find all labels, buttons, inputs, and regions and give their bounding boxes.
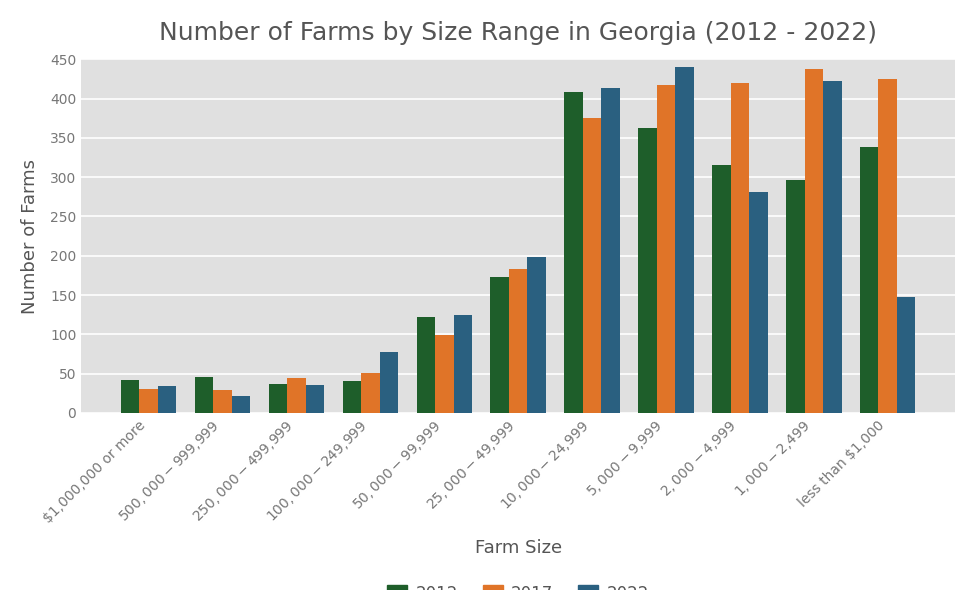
Legend: 2012, 2017, 2022: 2012, 2017, 2022	[381, 578, 656, 590]
Bar	[786, 179, 804, 413]
Bar	[305, 385, 324, 413]
Bar	[878, 79, 897, 413]
Bar	[454, 314, 472, 413]
Bar	[601, 88, 620, 413]
Y-axis label: Number of Farms: Number of Farms	[20, 159, 39, 314]
Bar	[750, 192, 767, 413]
Bar	[583, 118, 601, 413]
Bar	[657, 85, 675, 413]
Bar	[675, 67, 694, 413]
Bar	[140, 389, 158, 413]
Bar	[638, 129, 657, 413]
Bar	[287, 378, 305, 413]
Bar	[380, 352, 398, 413]
Bar	[268, 384, 287, 413]
Bar	[897, 297, 915, 413]
Bar	[343, 381, 361, 413]
Bar	[417, 317, 435, 413]
Bar	[121, 380, 140, 413]
Bar	[195, 377, 214, 413]
Bar	[712, 165, 731, 413]
Bar	[804, 70, 823, 413]
Bar	[158, 386, 177, 413]
Title: Number of Farms by Size Range in Georgia (2012 - 2022): Number of Farms by Size Range in Georgia…	[159, 21, 877, 45]
X-axis label: Farm Size: Farm Size	[474, 539, 562, 557]
Bar	[214, 390, 231, 413]
Bar	[564, 92, 583, 413]
Bar	[823, 81, 841, 413]
Bar	[731, 83, 750, 413]
Bar	[231, 396, 250, 413]
Bar	[860, 148, 878, 413]
Bar	[491, 277, 508, 413]
Bar	[361, 373, 380, 413]
Bar	[435, 335, 454, 413]
Bar	[527, 257, 546, 413]
Bar	[508, 269, 527, 413]
